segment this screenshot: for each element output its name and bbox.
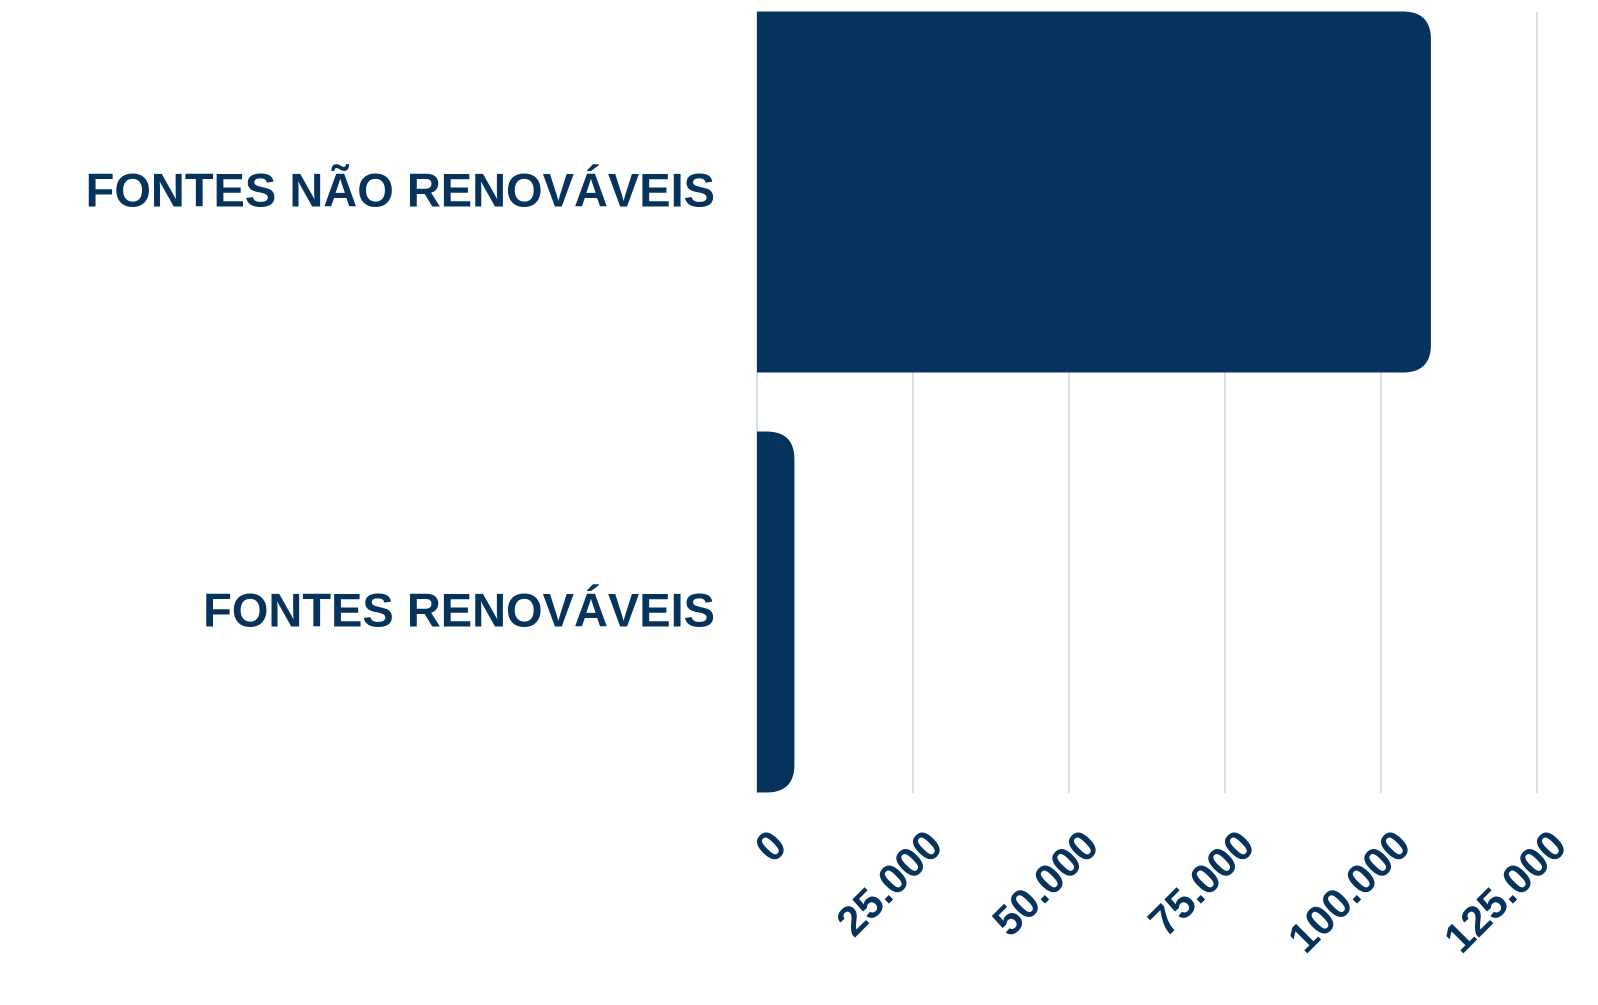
y-tick-label: FONTES NÃO RENOVÁVEIS xyxy=(86,163,715,216)
x-tick-label: 25.000 xyxy=(827,821,951,945)
y-tick-label: FONTES RENOVÁVEIS xyxy=(203,583,715,636)
x-tick-label: 75.000 xyxy=(1139,821,1263,945)
bar xyxy=(757,431,795,793)
bar xyxy=(757,11,1431,373)
x-tick-label: 125.000 xyxy=(1435,821,1576,962)
x-tick-label: 0 xyxy=(745,821,795,871)
x-tick-label: 100.000 xyxy=(1279,821,1420,962)
x-tick-label: 50.000 xyxy=(983,821,1107,945)
